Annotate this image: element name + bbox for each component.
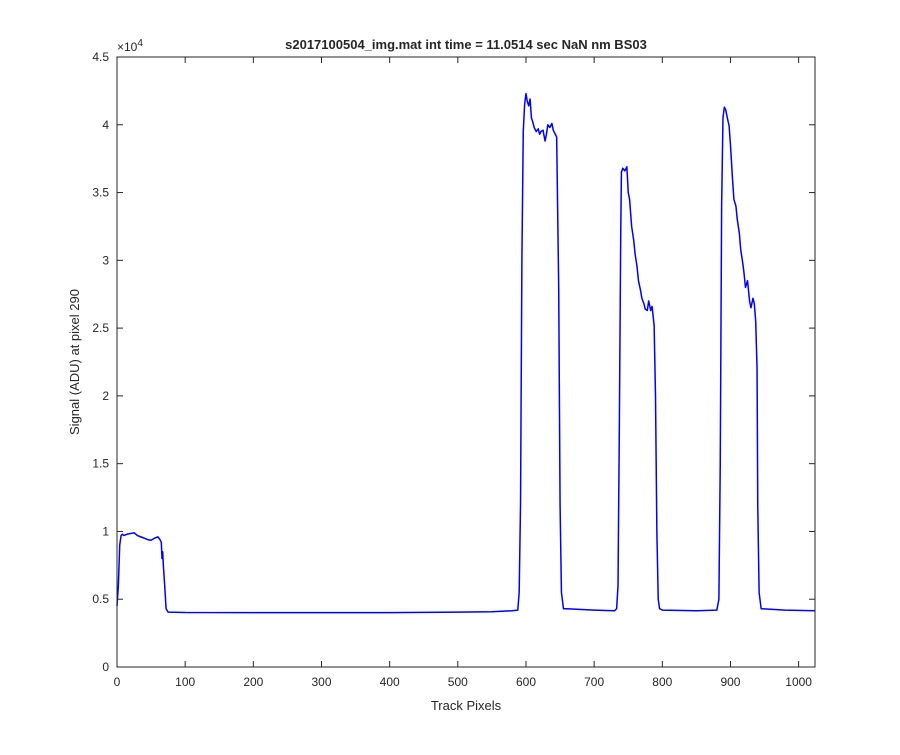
x-tick-label-10: 1000 [785, 675, 812, 689]
chart-title: s2017100504_img.mat int time = 11.0514 s… [285, 37, 647, 52]
x-tick-label-1: 100 [175, 675, 195, 689]
y-tick-label-5: 2.5 [92, 321, 109, 335]
x-ticks: 0 100 200 300 400 500 600 700 800 900 1000 [114, 57, 812, 689]
x-tick-label-6: 600 [516, 675, 536, 689]
y-exponent-base: ×10 [117, 40, 138, 54]
y-tick-label-7: 3.5 [92, 186, 109, 200]
axes-box [116, 56, 816, 668]
x-tick-label-7: 700 [584, 675, 604, 689]
x-axis-label: Track Pixels [431, 698, 502, 713]
plot-area [117, 57, 815, 667]
y-tick-label-9: 4.5 [92, 50, 109, 64]
y-exponent-power: 4 [137, 38, 143, 49]
x-tick-label-2: 200 [243, 675, 263, 689]
y-tick-label-1: 0.5 [92, 592, 109, 606]
y-exponent-label: ×104 [117, 38, 143, 54]
y-tick-label-3: 1.5 [92, 457, 109, 471]
y-tick-label-8: 4 [102, 118, 109, 132]
y-ticks: 0 0.5 1 1.5 2 2.5 3 3.5 4 4.5 [92, 50, 815, 674]
y-axis-label: Signal (ADU) at pixel 290 [67, 289, 82, 435]
x-tick-label-4: 400 [380, 675, 400, 689]
y-tick-label-0: 0 [102, 660, 109, 674]
series-layer [116, 92, 816, 614]
y-tick-label-6: 3 [102, 253, 109, 267]
x-tick-label-9: 900 [720, 675, 740, 689]
y-tick-label-4: 2 [102, 389, 109, 403]
x-tick-label-0: 0 [114, 675, 121, 689]
series-line-0 [116, 92, 816, 614]
x-tick-label-5: 500 [448, 675, 468, 689]
y-tick-label-2: 1 [102, 524, 109, 538]
x-tick-label-8: 800 [652, 675, 672, 689]
x-tick-label-3: 300 [311, 675, 331, 689]
